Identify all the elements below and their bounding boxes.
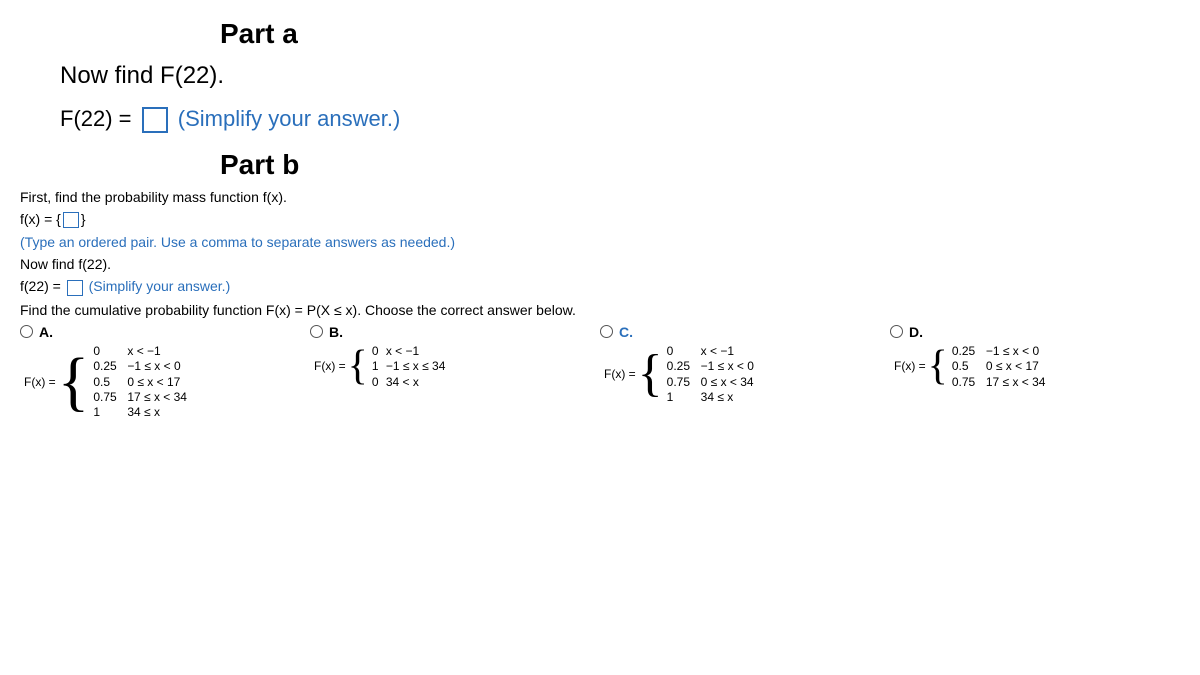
choice-a-label: A.	[39, 324, 53, 340]
cond: 17 ≤ x < 34	[986, 375, 1046, 389]
brace-icon: {	[348, 349, 368, 385]
cond: 34 < x	[386, 375, 419, 389]
f22-small-input[interactable]	[67, 280, 83, 296]
choice-row: A. F(x) = { 0x < −1 0.25−1 ≤ x < 0 0.50 …	[20, 324, 1180, 420]
val: 0.5	[952, 359, 986, 373]
choice-b-fx: F(x) =	[314, 359, 346, 373]
cond: 34 ≤ x	[127, 405, 160, 419]
choice-c[interactable]: C. F(x) = { 0x < −1 0.25−1 ≤ x < 0 0.750…	[600, 324, 890, 420]
val: 0	[372, 375, 386, 389]
fx-hint: (Type an ordered pair. Use a comma to se…	[20, 234, 1180, 250]
cond: 0 ≤ x < 34	[701, 375, 754, 389]
cond: x < −1	[386, 344, 419, 358]
brace-icon: {	[928, 349, 948, 385]
choice-d-label: D.	[909, 324, 923, 340]
cond: 0 ≤ x < 17	[986, 359, 1039, 373]
val: 0.25	[952, 344, 986, 358]
pmf-prompt: First, find the probability mass functio…	[20, 189, 1180, 205]
cond: 17 ≤ x < 34	[127, 390, 187, 404]
radio-c[interactable]	[600, 325, 613, 338]
brace-open: {	[56, 211, 61, 227]
cond: 0 ≤ x < 17	[127, 375, 180, 389]
f22-small-prompt: Now find f(22).	[20, 256, 1180, 272]
brace-close: }	[81, 211, 86, 227]
cond: −1 ≤ x ≤ 34	[386, 359, 446, 373]
val: 0	[93, 344, 127, 358]
radio-a[interactable]	[20, 325, 33, 338]
f22-small-lhs: f(22) =	[20, 278, 61, 294]
cond: x < −1	[127, 344, 160, 358]
val: 0	[372, 344, 386, 358]
part-a-prompt: Now find F(22).	[60, 62, 1180, 90]
val: 1	[93, 405, 127, 419]
val: 0.5	[93, 375, 127, 389]
choice-c-fx: F(x) =	[604, 367, 636, 381]
cond: −1 ≤ x < 0	[701, 359, 754, 373]
choice-c-piecewise: F(x) = { 0x < −1 0.25−1 ≤ x < 0 0.750 ≤ …	[604, 344, 890, 405]
brace-icon: {	[58, 354, 90, 410]
choice-a[interactable]: A. F(x) = { 0x < −1 0.25−1 ≤ x < 0 0.50 …	[20, 324, 310, 420]
radio-d[interactable]	[890, 325, 903, 338]
choice-b-label: B.	[329, 324, 343, 340]
choice-a-piecewise: F(x) = { 0x < −1 0.25−1 ≤ x < 0 0.50 ≤ x…	[24, 344, 310, 420]
f22-small-equation: f(22) = (Simplify your answer.)	[20, 278, 1180, 295]
part-a-equation: F(22) = (Simplify your answer.)	[60, 106, 1180, 133]
cond: −1 ≤ x < 0	[127, 359, 180, 373]
val: 0	[667, 344, 701, 358]
choice-b-piecewise: F(x) = { 0x < −1 1−1 ≤ x ≤ 34 034 < x	[314, 344, 600, 389]
choice-d[interactable]: D. F(x) = { 0.25−1 ≤ x < 0 0.50 ≤ x < 17…	[890, 324, 1180, 420]
part-b-heading: Part b	[220, 149, 1180, 181]
val: 1	[667, 390, 701, 404]
brace-icon: {	[638, 352, 663, 396]
choice-c-label: C.	[619, 324, 633, 340]
cond: 34 ≤ x	[701, 390, 734, 404]
f22-small-hint: (Simplify your answer.)	[89, 278, 231, 294]
cdf-prompt: Find the cumulative probability function…	[20, 302, 1180, 318]
cond: −1 ≤ x < 0	[986, 344, 1039, 358]
val: 0.25	[667, 359, 701, 373]
f22-input[interactable]	[142, 107, 168, 133]
radio-b[interactable]	[310, 325, 323, 338]
val: 1	[372, 359, 386, 373]
f22-hint: (Simplify your answer.)	[178, 106, 401, 131]
part-a-heading: Part a	[220, 18, 1180, 50]
choice-a-fx: F(x) =	[24, 375, 56, 389]
val: 0.25	[93, 359, 127, 373]
cond: x < −1	[701, 344, 734, 358]
val: 0.75	[667, 375, 701, 389]
fx-lhs: f(x) =	[20, 211, 52, 227]
choice-b[interactable]: B. F(x) = { 0x < −1 1−1 ≤ x ≤ 34 034 < x	[310, 324, 600, 420]
choice-d-fx: F(x) =	[894, 359, 926, 373]
val: 0.75	[952, 375, 986, 389]
val: 0.75	[93, 390, 127, 404]
fx-equation: f(x) = {}	[20, 211, 1180, 228]
choice-d-piecewise: F(x) = { 0.25−1 ≤ x < 0 0.50 ≤ x < 17 0.…	[894, 344, 1180, 389]
f22-lhs: F(22) =	[60, 106, 132, 131]
fx-input[interactable]	[63, 212, 79, 228]
